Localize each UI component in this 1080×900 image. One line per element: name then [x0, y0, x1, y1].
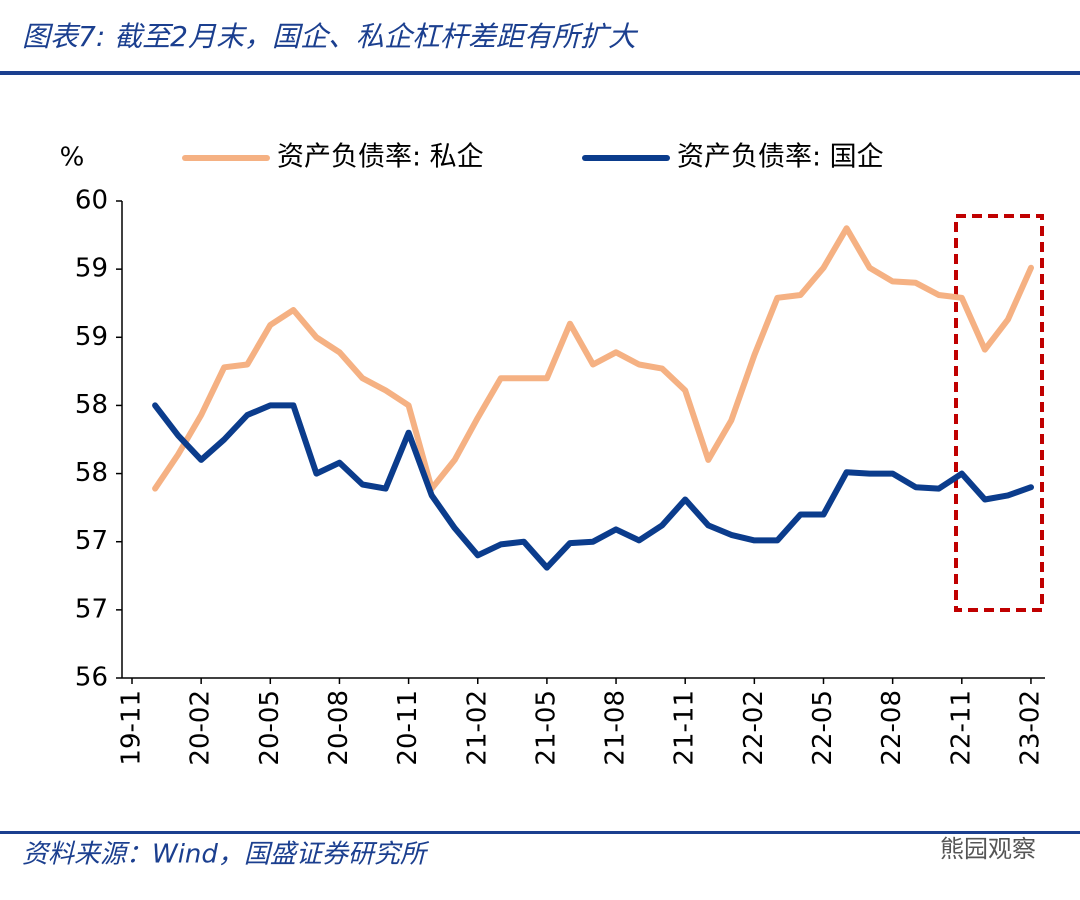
x-tick-label: 21-11 — [670, 690, 700, 766]
y-tick-label: 59 — [75, 254, 108, 284]
x-tick-label: 21-02 — [462, 690, 492, 766]
x-tick-label: 20-05 — [255, 690, 285, 766]
x-tick-label: 22-05 — [808, 690, 838, 766]
legend-label: 资产负债率: 国企 — [677, 142, 884, 173]
x-tick-label: 20-02 — [186, 690, 216, 766]
x-tick-label: 22-11 — [946, 690, 976, 766]
series-line — [152, 402, 1034, 571]
y-tick-label: 58 — [75, 390, 108, 420]
x-tick-label: 20-08 — [324, 690, 354, 766]
y-tick-label: 56 — [75, 663, 108, 693]
y-tick-label: 58 — [75, 458, 108, 488]
source-rule — [0, 831, 1080, 834]
x-tick-label: 23-02 — [1015, 690, 1045, 766]
watermark: 熊园观察 — [940, 835, 1036, 863]
y-tick-label: 57 — [75, 526, 108, 556]
legend-label: 资产负债率: 私企 — [277, 142, 484, 173]
title-rule — [0, 71, 1080, 75]
x-tick-label: 21-05 — [531, 690, 561, 766]
y-unit: % — [60, 143, 85, 173]
y-tick-label: 57 — [75, 594, 108, 624]
x-tick-label: 21-08 — [601, 690, 631, 766]
series-line — [152, 225, 1034, 492]
x-tick-label: 20-11 — [393, 690, 423, 766]
x-tick-label: 22-02 — [739, 690, 769, 766]
y-tick-label: 59 — [75, 322, 108, 352]
x-tick-label: 22-08 — [877, 690, 907, 766]
chart-title: 图表7: 截至2月末，国企、私企杠杆差距有所扩大 — [22, 20, 639, 53]
x-tick-label: 19-11 — [117, 690, 147, 766]
y-tick-label: 60 — [75, 186, 108, 216]
source: 资料来源：Wind，国盛证券研究所 — [22, 840, 430, 870]
